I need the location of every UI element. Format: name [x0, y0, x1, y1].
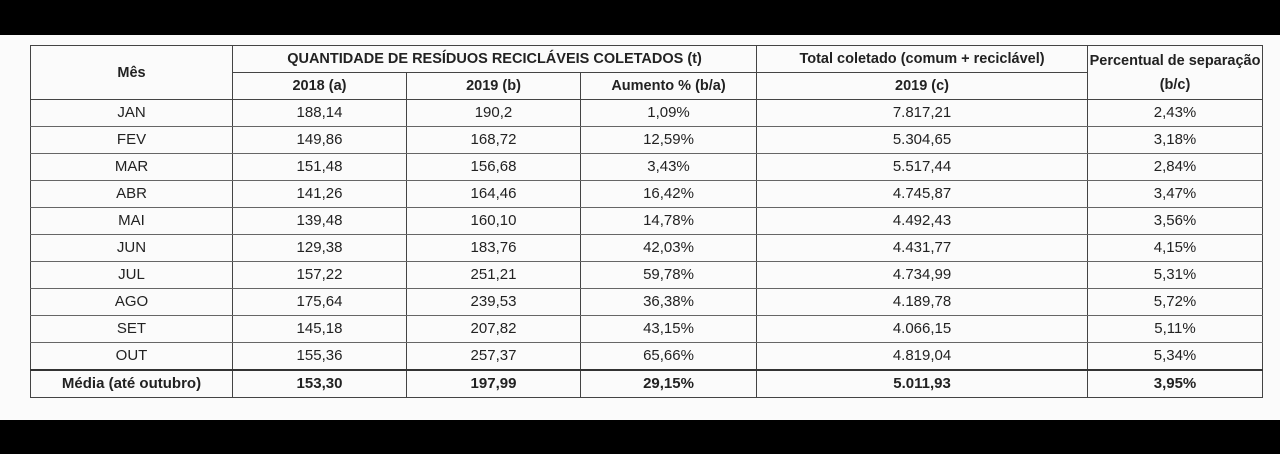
value-cell: 168,72 — [406, 126, 581, 154]
value-cell: 4.745,87 — [756, 180, 1089, 208]
data-row: MAI 139,48 160,10 14,78% 4.492,43 3,56% — [30, 207, 1264, 235]
average-cell: 5.011,93 — [756, 369, 1089, 398]
data-row: JUL 157,22 251,21 59,78% 4.734,99 5,31% — [30, 261, 1264, 289]
value-cell: 36,38% — [579, 288, 758, 316]
value-cell: 7.817,21 — [756, 99, 1089, 127]
total-header: Total coletado (comum + reciclável) — [756, 45, 1089, 73]
month-cell: JAN — [30, 99, 233, 127]
value-cell: 145,18 — [232, 315, 407, 343]
value-cell: 4.189,78 — [756, 288, 1089, 316]
table-head: Mês QUANTIDADE DE RESÍDUOS RECICLÁVEIS C… — [30, 45, 1264, 100]
month-cell: JUN — [30, 234, 233, 262]
table-body: JAN 188,14 190,2 1,09% 7.817,21 2,43% FEV 149,8… — [30, 99, 1264, 371]
value-cell: 3,43% — [579, 153, 758, 181]
average-cell: 153,30 — [232, 369, 407, 398]
month-cell: SET — [30, 315, 233, 343]
value-cell: 4.066,15 — [756, 315, 1089, 343]
sheet: Mês QUANTIDADE DE RESÍDUOS RECICLÁVEIS C… — [0, 35, 1280, 420]
header-row: Mês QUANTIDADE DE RESÍDUOS RECICLÁVEIS C… — [30, 45, 1264, 100]
value-cell: 257,37 — [406, 342, 581, 371]
value-cell: 1,09% — [579, 99, 758, 127]
value-cell: 4.819,04 — [756, 342, 1089, 371]
value-cell: 141,26 — [232, 180, 407, 208]
value-cell: 65,66% — [579, 342, 758, 371]
value-cell: 5,72% — [1087, 288, 1264, 316]
month-header: Mês — [30, 45, 233, 100]
month-cell: MAR — [30, 153, 233, 181]
value-cell: 129,38 — [232, 234, 407, 262]
value-cell: 5,11% — [1087, 315, 1264, 343]
value-cell: 139,48 — [232, 207, 407, 235]
average-cell: 29,15% — [579, 369, 758, 398]
data-table: Mês QUANTIDADE DE RESÍDUOS RECICLÁVEIS C… — [30, 45, 1264, 398]
value-cell: 149,86 — [232, 126, 407, 154]
value-cell: 5,34% — [1087, 342, 1264, 371]
month-cell: FEV — [30, 126, 233, 154]
data-row: MAR 151,48 156,68 3,43% 5.517,44 2,84% — [30, 153, 1264, 181]
value-cell: 14,78% — [579, 207, 758, 235]
month-cell: JUL — [30, 261, 233, 289]
value-cell: 175,64 — [232, 288, 407, 316]
value-cell: 4.492,43 — [756, 207, 1089, 235]
value-cell: 157,22 — [232, 261, 407, 289]
value-cell: 156,68 — [406, 153, 581, 181]
value-cell: 164,46 — [406, 180, 581, 208]
value-cell: 3,18% — [1087, 126, 1264, 154]
value-cell: 4,15% — [1087, 234, 1264, 262]
value-cell: 239,53 — [406, 288, 581, 316]
data-row: SET 145,18 207,82 43,15% 4.066,15 5,11% — [30, 315, 1264, 343]
average-row: Média (até outubro) 153,30 197,99 29,15% 5.0… — [30, 369, 1264, 398]
value-cell: 5.517,44 — [756, 153, 1089, 181]
value-cell: 251,21 — [406, 261, 581, 289]
subheader-cell: Aumento % (b/a) — [579, 72, 758, 100]
subheader-cell: 2019 (b) — [406, 72, 581, 100]
value-cell: 151,48 — [232, 153, 407, 181]
value-cell: 4.431,77 — [756, 234, 1089, 262]
value-cell: 160,10 — [406, 207, 581, 235]
subheader-cell: 2018 (a) — [232, 72, 407, 100]
value-cell: 42,03% — [579, 234, 758, 262]
value-cell: 59,78% — [579, 261, 758, 289]
table-foot: Média (até outubro) 153,30 197,99 29,15% 5.0… — [30, 369, 1264, 398]
month-cell: AGO — [30, 288, 233, 316]
subheader-row: 2018 (a) 2019 (b) Aumento % (b/a) 2019 (c) — [31, 72, 1263, 100]
value-cell: 2,84% — [1087, 153, 1264, 181]
value-cell: 43,15% — [579, 315, 758, 343]
percent-header: Percentual de separação (b/c) — [1087, 45, 1264, 100]
value-cell: 3,56% — [1087, 207, 1264, 235]
value-cell: 155,36 — [232, 342, 407, 371]
value-cell: 190,2 — [406, 99, 581, 127]
month-cell: ABR — [30, 180, 233, 208]
value-cell: 4.734,99 — [756, 261, 1089, 289]
value-cell: 3,47% — [1087, 180, 1264, 208]
group-header: QUANTIDADE DE RESÍDUOS RECICLÁVEIS COLET… — [231, 45, 758, 73]
average-cell: 3,95% — [1087, 369, 1264, 398]
value-cell: 5.304,65 — [756, 126, 1089, 154]
data-row: JUN 129,38 183,76 42,03% 4.431,77 4,15% — [30, 234, 1264, 262]
value-cell: 16,42% — [579, 180, 758, 208]
value-cell: 12,59% — [579, 126, 758, 154]
data-row: AGO 175,64 239,53 36,38% 4.189,78 5,72% — [30, 288, 1264, 316]
subheader-cell: 2019 (c) — [756, 72, 1089, 100]
value-cell: 5,31% — [1087, 261, 1264, 289]
value-cell: 207,82 — [406, 315, 581, 343]
month-cell: OUT — [30, 342, 233, 371]
data-row: ABR 141,26 164,46 16,42% 4.745,87 3,47% — [30, 180, 1264, 208]
month-cell: MAI — [30, 207, 233, 235]
value-cell: 188,14 — [232, 99, 407, 127]
value-cell: 2,43% — [1087, 99, 1264, 127]
average-cell: 197,99 — [406, 369, 581, 398]
value-cell: 183,76 — [406, 234, 581, 262]
average-label: Média (até outubro) — [30, 369, 233, 398]
data-row: FEV 149,86 168,72 12,59% 5.304,65 3,18% — [30, 126, 1264, 154]
data-row: JAN 188,14 190,2 1,09% 7.817,21 2,43% — [30, 99, 1264, 127]
data-row: OUT 155,36 257,37 65,66% 4.819,04 5,34% — [30, 342, 1264, 371]
